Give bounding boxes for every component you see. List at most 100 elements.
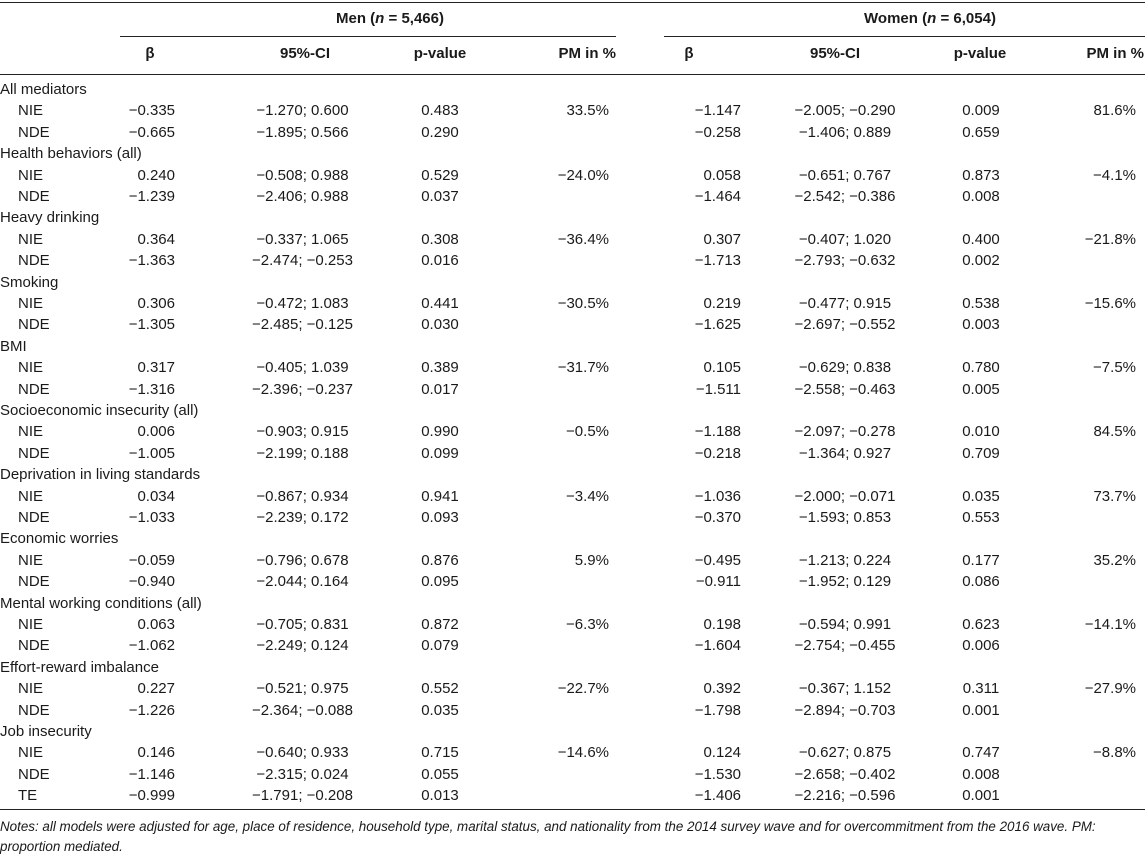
table-row: NIE 0.063 −0.705; 0.831 0.872 −6.3% 0.198 −0.5… [0,614,1145,635]
men-pm-cell: −30.5% [557,295,609,312]
men-col-pm: PM in % [558,45,616,62]
men-pm-cell: −22.7% [557,680,609,698]
women-pvalue-cell: 0.005 [962,380,1000,398]
women-pvalue-cell: 0.311 [962,680,1000,698]
women-pvalue-cell: 0.177 [962,551,1000,569]
women-col-pm: PM in % [1086,45,1144,62]
row-label: NDE [18,123,50,141]
men-group-header: Men (n = 5,466) [336,10,444,27]
men-pvalue-cell: 0.290 [421,123,459,141]
women-ci-cell: −2.000; −0.071 [794,487,896,505]
men-pm-cell: −31.7% [557,359,609,377]
men-pvalue-cell: 0.308 [421,230,459,248]
men-beta-cell: 0.006 [137,423,175,441]
men-beta-cell: −1.062 [128,637,175,655]
row-label: NIE [18,680,44,698]
table-row: NIE 0.306 −0.472; 1.083 0.441 −30.5% 0.219 −0.… [0,293,1145,314]
women-ci-cell: −2.558; −0.463 [794,380,896,398]
men-pvalue-cell: 0.552 [421,680,459,698]
women-ci-cell: −2.697; −0.552 [794,316,896,334]
women-pvalue-cell: 0.001 [962,787,1000,805]
women-beta-cell: −0.911 [695,573,741,591]
women-pm-cell: −8.8% [1093,744,1136,762]
women-n-value: = 6,054 [936,10,991,27]
table-row: NDE −1.033 −2.239; 0.172 0.093 −0.370 −1.593;… [0,507,1145,528]
table-notes: Notes: all models were adjusted for age,… [0,819,1096,854]
men-beta-cell: −1.033 [128,509,175,526]
men-pm-cell: 33.5% [566,102,609,120]
table-row: NIE −0.335 −1.270; 0.600 0.483 33.5% −1.147 −2… [0,100,1145,121]
row-label: NIE [18,166,44,184]
women-beta-cell: −0.218 [694,444,741,462]
row-label: NDE [18,380,50,398]
row-label: NIE [18,230,44,248]
row-label: NIE [18,744,44,762]
group-label: Job insecurity [0,723,92,740]
women-pvalue-cell: 0.008 [962,188,1000,205]
men-ci-cell: −2.396; −0.237 [252,380,353,398]
men-ci-cell: −2.239; 0.172 [256,509,349,526]
men-beta-cell: 0.317 [137,359,175,377]
women-beta-cell: −0.258 [694,123,741,141]
group-label: Smoking [0,273,59,291]
women-ci-cell: −0.367; 1.152 [798,680,892,698]
men-col-ci: 95%-CI [279,45,331,62]
women-ci-cell: −0.651; 0.767 [798,166,892,184]
men-pvalue-cell: 0.093 [421,509,459,526]
men-ci-cell: −0.472; 1.083 [256,295,349,312]
table-row: NDE −1.239 −2.406; 0.988 0.037 −1.464 −2.542;… [0,186,1145,207]
row-label: NDE [18,188,50,205]
row-label: NDE [18,573,50,591]
men-ci-cell: −0.867; 0.934 [256,487,349,505]
men-beta-cell: −1.226 [128,701,175,719]
women-beta-cell: −1.713 [694,252,741,270]
women-beta-cell: −1.604 [694,637,741,655]
men-beta-cell: −0.999 [128,787,175,805]
men-pvalue-cell: 0.017 [421,380,459,398]
row-label: NIE [18,551,44,569]
men-pvalue-cell: 0.715 [421,744,459,762]
top-rule [0,2,1145,3]
men-ci-cell: −0.640; 0.933 [256,744,349,762]
women-pm-cell: −27.9% [1084,680,1136,698]
women-pm-cell: 81.6% [1093,102,1136,120]
men-beta-cell: 0.364 [137,230,175,248]
women-ci-cell: −0.407; 1.020 [798,230,892,248]
row-label: NIE [18,359,44,377]
women-ci-cell: −2.754; −0.455 [794,637,896,655]
men-pm-cell: −36.4% [557,230,609,248]
men-col-pvalue: p-value [413,45,467,62]
men-ci-cell: −2.364; −0.088 [252,701,353,719]
header-bottom-rule [0,74,1145,75]
men-beta-cell: 0.227 [137,680,175,698]
men-ci-cell: −2.044; 0.164 [256,573,349,591]
women-ci-cell: −2.793; −0.632 [794,252,896,270]
men-beta-cell: −1.363 [128,252,175,270]
men-beta-cell: −0.335 [128,102,175,120]
women-beta-cell: −1.511 [695,380,741,398]
row-label: NDE [18,316,50,334]
women-beta-cell: −1.530 [694,765,741,783]
row-label: NDE [18,444,50,462]
women-pm-cell: −4.1% [1093,166,1136,184]
group-label: BMI [0,337,27,355]
women-beta-cell: −1.147 [694,102,741,120]
men-ci-cell: −2.199; 0.188 [256,444,349,462]
table-row: NIE 0.006 −0.903; 0.915 0.990 −0.5% −1.188 −2.… [0,421,1145,442]
table-row: NIE 0.146 −0.640; 0.933 0.715 −14.6% 0.124 −0.… [0,742,1145,763]
row-label: NDE [18,765,50,783]
men-pm-cell: −14.6% [557,744,609,762]
table-row: NDE −0.940 −2.044; 0.164 0.095 −0.911 −1.952;… [0,571,1145,592]
men-ci-cell: −0.705; 0.831 [256,616,349,633]
women-beta-cell: −1.188 [694,423,741,441]
men-beta-cell: 0.146 [137,744,175,762]
men-pvalue-cell: 0.095 [421,573,459,591]
women-pvalue-cell: 0.553 [962,509,1000,526]
women-pvalue-cell: 0.538 [962,295,1000,312]
men-beta-cell: 0.240 [137,166,175,184]
men-ci-cell: −0.508; 0.988 [256,166,349,184]
women-beta-cell: 0.198 [703,616,741,633]
women-label: Women [864,10,918,27]
group-label: All mediators [0,81,87,98]
table-row: NDE −1.316 −2.396; −0.237 0.017 −1.511 −2.558… [0,379,1145,400]
